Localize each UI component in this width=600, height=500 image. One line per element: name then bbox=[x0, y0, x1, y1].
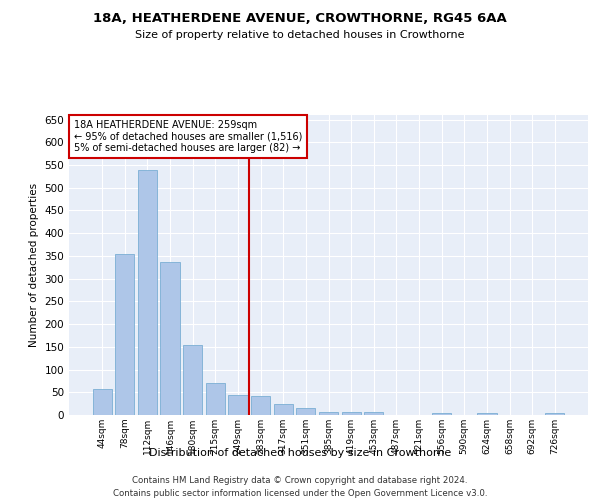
Text: Distribution of detached houses by size in Crowthorne: Distribution of detached houses by size … bbox=[149, 448, 451, 458]
Bar bbox=[477, 412, 497, 415]
Text: Contains public sector information licensed under the Open Government Licence v3: Contains public sector information licen… bbox=[113, 489, 487, 498]
Bar bbox=[115, 254, 134, 415]
Y-axis label: Number of detached properties: Number of detached properties bbox=[29, 183, 39, 347]
Text: 18A, HEATHERDENE AVENUE, CROWTHORNE, RG45 6AA: 18A, HEATHERDENE AVENUE, CROWTHORNE, RG4… bbox=[93, 12, 507, 26]
Text: Contains HM Land Registry data © Crown copyright and database right 2024.: Contains HM Land Registry data © Crown c… bbox=[132, 476, 468, 485]
Bar bbox=[183, 344, 202, 415]
Bar bbox=[229, 396, 248, 415]
Bar bbox=[92, 388, 112, 415]
Bar bbox=[251, 396, 270, 415]
Bar bbox=[274, 404, 293, 415]
Bar bbox=[432, 412, 451, 415]
Text: 18A HEATHERDENE AVENUE: 259sqm
← 95% of detached houses are smaller (1,516)
5% o: 18A HEATHERDENE AVENUE: 259sqm ← 95% of … bbox=[74, 120, 302, 152]
Bar bbox=[341, 412, 361, 415]
Bar bbox=[160, 262, 180, 415]
Bar bbox=[364, 412, 383, 415]
Bar bbox=[138, 170, 157, 415]
Text: Size of property relative to detached houses in Crowthorne: Size of property relative to detached ho… bbox=[135, 30, 465, 40]
Bar bbox=[545, 412, 565, 415]
Bar bbox=[206, 383, 225, 415]
Bar bbox=[319, 412, 338, 415]
Bar bbox=[296, 408, 316, 415]
